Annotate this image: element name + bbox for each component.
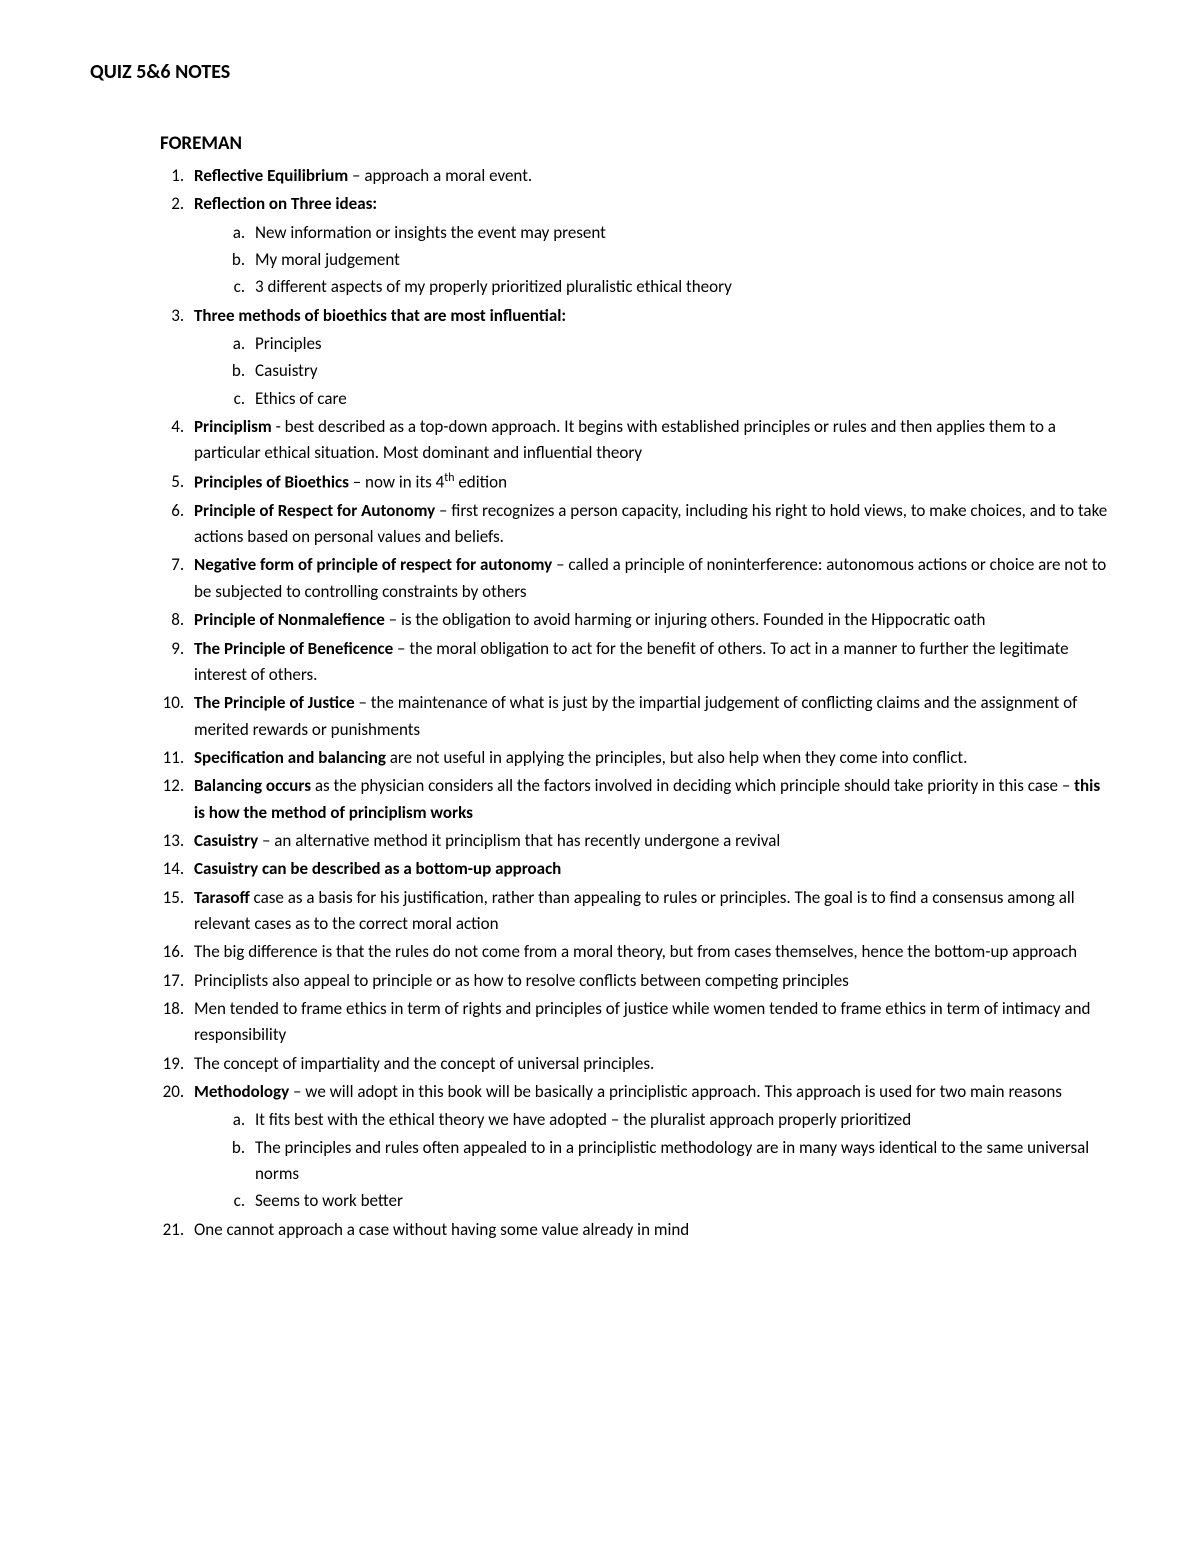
sub-list-item: It fits best with the ethical theory we …: [249, 1107, 1110, 1133]
sub-list-item: Seems to work better: [249, 1188, 1110, 1214]
list-item-text: Men tended to frame ethics in term of ri…: [194, 998, 1090, 1045]
list-item: Principle of Nonmalefience – is the obli…: [188, 607, 1110, 633]
list-item-bold-lead: Negative form of principle of respect fo…: [194, 554, 552, 575]
list-item: One cannot approach a case without havin…: [188, 1217, 1110, 1243]
list-item-rest: – we will adopt in this book will be bas…: [289, 1081, 1062, 1102]
list-item: Principlism - best described as a top-do…: [188, 414, 1110, 467]
list-item: Reflective Equilibrium – approach a mora…: [188, 163, 1110, 189]
page-title: QUIZ 5&6 NOTES: [90, 60, 1110, 84]
list-item-bold-lead: Principle of Respect for Autonomy: [194, 500, 435, 521]
list-item-text: One cannot approach a case without havin…: [194, 1219, 689, 1240]
list-item-bold-lead: Three methods of bioethics that are most…: [194, 305, 566, 326]
list-item-bold-lead: Tarasoff: [194, 887, 250, 908]
list-item: Balancing occurs as the physician consid…: [188, 773, 1110, 826]
list-item-bold-lead: Balancing occurs: [194, 775, 311, 796]
list-item-bold-lead: Casuistry can be described as a bottom-u…: [194, 858, 561, 879]
list-item: Negative form of principle of respect fo…: [188, 552, 1110, 605]
list-item: Methodology – we will adopt in this book…: [188, 1079, 1110, 1215]
superscript: th: [444, 471, 454, 485]
sub-ordered-list: It fits best with the ethical theory we …: [194, 1107, 1110, 1214]
list-item-text: The concept of impartiality and the conc…: [194, 1053, 654, 1074]
sub-list-item: The principles and rules often appealed …: [249, 1135, 1110, 1188]
list-item: Tarasoff case as a basis for his justifi…: [188, 885, 1110, 938]
list-item: Casuistry – an alternative method it pri…: [188, 828, 1110, 854]
list-item-rest2: edition: [455, 471, 508, 492]
list-item: Specification and balancing are not usef…: [188, 745, 1110, 771]
list-item: Principle of Respect for Autonomy – firs…: [188, 498, 1110, 551]
content-block: FOREMAN Reflective Equilibrium – approac…: [90, 132, 1110, 1243]
sub-list-item: My moral judgement: [249, 247, 1110, 273]
list-item: Principles of Bioethics – now in its 4th…: [188, 469, 1110, 496]
list-item-bold-lead: The Principle of Justice: [194, 692, 355, 713]
list-item: Reflection on Three ideas: New informatio…: [188, 191, 1110, 300]
list-item-rest: are not useful in applying the principle…: [386, 747, 968, 768]
list-item-rest: - best described as a top-down approach.…: [194, 416, 1056, 463]
list-item: Three methods of bioethics that are most…: [188, 303, 1110, 412]
list-item-text: Principlists also appeal to principle or…: [194, 970, 849, 991]
document-page: QUIZ 5&6 NOTES FOREMAN Reflective Equili…: [0, 0, 1200, 1305]
list-item: The big difference is that the rules do …: [188, 939, 1110, 965]
sub-list-item: 3 different aspects of my properly prior…: [249, 274, 1110, 300]
list-item-rest: case as a basis for his justification, r…: [194, 887, 1075, 934]
list-item: The concept of impartiality and the conc…: [188, 1051, 1110, 1077]
sub-list-item: Ethics of care: [249, 386, 1110, 412]
list-item-rest: as the physician considers all the facto…: [311, 775, 1074, 796]
sub-ordered-list: New information or insights the event ma…: [194, 220, 1110, 301]
sub-list-item: Casuistry: [249, 358, 1110, 384]
list-item-rest: – is the obligation to avoid harming or …: [385, 609, 986, 630]
list-item-rest: – approach a moral event.: [348, 165, 532, 186]
sub-list-item: Principles: [249, 331, 1110, 357]
list-item-bold-lead: Reflection on Three ideas:: [194, 193, 377, 214]
list-item-text: The big difference is that the rules do …: [194, 941, 1077, 962]
sub-list-item: New information or insights the event ma…: [249, 220, 1110, 246]
list-item: The Principle of Beneficence – the moral…: [188, 636, 1110, 689]
sub-ordered-list: PrinciplesCasuistryEthics of care: [194, 331, 1110, 412]
list-item-bold-lead: Methodology: [194, 1081, 289, 1102]
list-item: The Principle of Justice – the maintenan…: [188, 690, 1110, 743]
section-heading: FOREMAN: [160, 132, 1110, 155]
list-item: Principlists also appeal to principle or…: [188, 968, 1110, 994]
list-item-rest: – now in its 4: [349, 471, 444, 492]
list-item-bold-lead: Principle of Nonmalefience: [194, 609, 385, 630]
list-item-bold-lead: Specification and balancing: [194, 747, 386, 768]
list-item-bold-lead: Casuistry: [194, 830, 258, 851]
main-ordered-list: Reflective Equilibrium – approach a mora…: [160, 163, 1110, 1243]
list-item-bold-lead: Principlism: [194, 416, 272, 437]
list-item: Casuistry can be described as a bottom-u…: [188, 856, 1110, 882]
list-item-rest: – an alternative method it principlism t…: [258, 830, 780, 851]
list-item-bold-lead: The Principle of Beneficence: [194, 638, 393, 659]
list-item-bold-lead: Principles of Bioethics: [194, 471, 349, 492]
list-item: Men tended to frame ethics in term of ri…: [188, 996, 1110, 1049]
list-item-bold-lead: Reflective Equilibrium: [194, 165, 348, 186]
